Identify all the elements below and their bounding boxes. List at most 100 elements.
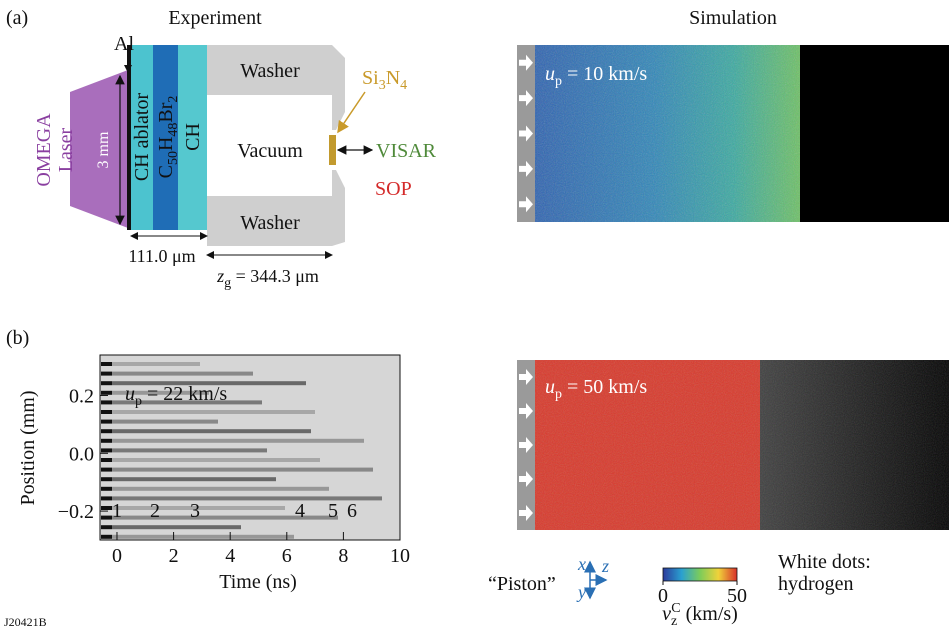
- fringe: [101, 429, 112, 434]
- fringe: [101, 400, 112, 405]
- panel-label: (b): [6, 327, 29, 349]
- axis-icon-label: y: [576, 582, 586, 602]
- symbol: (km/s): [681, 603, 738, 625]
- fringe: [112, 458, 320, 462]
- fringe: [101, 515, 112, 520]
- fringe: [101, 534, 112, 539]
- piston-arrow: [519, 471, 533, 487]
- symbol: = 22 km/s: [142, 383, 227, 405]
- al-label: Al: [114, 33, 134, 55]
- formula: 2: [166, 96, 181, 103]
- event-marker: 2: [150, 500, 160, 522]
- symbol: u: [545, 63, 555, 85]
- formula: C: [155, 165, 177, 178]
- x-tick-label: 8: [338, 545, 348, 567]
- symbol: z: [671, 614, 677, 628]
- simulation-noise: [535, 45, 800, 222]
- formula: 50: [166, 151, 181, 165]
- formula: N: [386, 67, 400, 89]
- fringe: [112, 467, 373, 472]
- fringe: [101, 362, 112, 366]
- fringe: [112, 410, 315, 414]
- fringe: [101, 419, 112, 424]
- panel-label: (a): [6, 7, 28, 29]
- y-tick-label: −0.2: [58, 501, 94, 523]
- fringe: [112, 506, 285, 510]
- title: Simulation: [689, 7, 777, 29]
- piston-arrows: [519, 369, 533, 521]
- symbol: u: [545, 376, 555, 398]
- fringe: [101, 371, 112, 376]
- formula: H: [155, 137, 177, 151]
- ablator-layer: [131, 45, 153, 230]
- velocity-label: up = 50 km/s: [545, 376, 647, 402]
- piston-arrow: [519, 437, 533, 453]
- spot-size: 3 mm: [95, 131, 112, 168]
- colorbar: [662, 567, 738, 582]
- piston-arrow: [519, 125, 533, 142]
- fringe: [101, 410, 112, 414]
- formula: 4: [400, 78, 407, 93]
- symbol: z: [216, 266, 224, 286]
- fringe: [112, 525, 241, 530]
- y-axis-title: Position (mm): [17, 390, 39, 505]
- fringe: [101, 477, 112, 482]
- symbol: p: [135, 394, 142, 409]
- symbol: = 50 km/s: [562, 376, 647, 398]
- layer-label: CH: [182, 123, 204, 151]
- window-arrow: [337, 91, 366, 134]
- fringe: [101, 486, 112, 491]
- fringe: [101, 438, 112, 443]
- piston-label: “Piston”: [488, 573, 556, 595]
- washer-label: Washer: [240, 60, 300, 82]
- fringe: [101, 390, 112, 395]
- fringe: [112, 486, 329, 491]
- y-tick-label: 0.2: [69, 385, 94, 407]
- y-tick-label: 0.0: [69, 443, 94, 465]
- laser-label: Laser: [55, 127, 77, 172]
- window: [329, 135, 336, 165]
- fringe: [112, 390, 209, 395]
- visar-label: VISAR: [376, 140, 437, 162]
- fringe: [112, 515, 338, 520]
- fringe: [112, 429, 311, 434]
- piston-arrow: [519, 369, 533, 385]
- fringe: [112, 362, 200, 366]
- piston-arrow: [519, 403, 533, 419]
- event-marker: 1: [112, 500, 122, 522]
- piston-arrow: [519, 160, 533, 177]
- fringe: [112, 477, 276, 482]
- colorbar-tick-label: 0: [658, 585, 668, 607]
- legend-text: White dots:: [778, 551, 871, 573]
- velocity-label: up = 10 km/s: [545, 63, 647, 89]
- symbol: = 344.3 μm: [231, 266, 319, 286]
- simulation-noise: [535, 360, 760, 530]
- piston-arrow: [519, 90, 533, 107]
- piston-arrows: [519, 54, 533, 213]
- ch-layer: [178, 45, 207, 230]
- laser-label: OMEGA: [33, 113, 55, 187]
- fringe: [101, 467, 112, 472]
- symbol: p: [555, 74, 562, 89]
- piston-arrow: [519, 196, 533, 213]
- symbol: C: [671, 601, 680, 616]
- gap: zg = 344.3 μm: [216, 266, 319, 291]
- axes: 0 2 4 6 8 10 0.2 0.0 −0.2: [58, 385, 410, 567]
- fringe: [112, 371, 253, 376]
- fringe: [101, 496, 112, 501]
- x-tick-label: 6: [282, 545, 292, 567]
- piston-arrow: [519, 505, 533, 521]
- fringe: [112, 419, 218, 424]
- x-axis-title: Time (ns): [219, 571, 297, 593]
- event-marker: 6: [347, 500, 357, 522]
- fringe: [112, 438, 364, 443]
- fringe: [101, 458, 112, 462]
- formula: Si: [362, 67, 379, 89]
- streak-fringes: [101, 362, 382, 539]
- legend-text: hydrogen: [778, 573, 854, 595]
- fringe: [101, 506, 112, 510]
- piston-arrow: [519, 54, 533, 71]
- fringe: [112, 381, 306, 386]
- thickness: 111.0 μm: [128, 246, 195, 266]
- washer: [207, 196, 332, 246]
